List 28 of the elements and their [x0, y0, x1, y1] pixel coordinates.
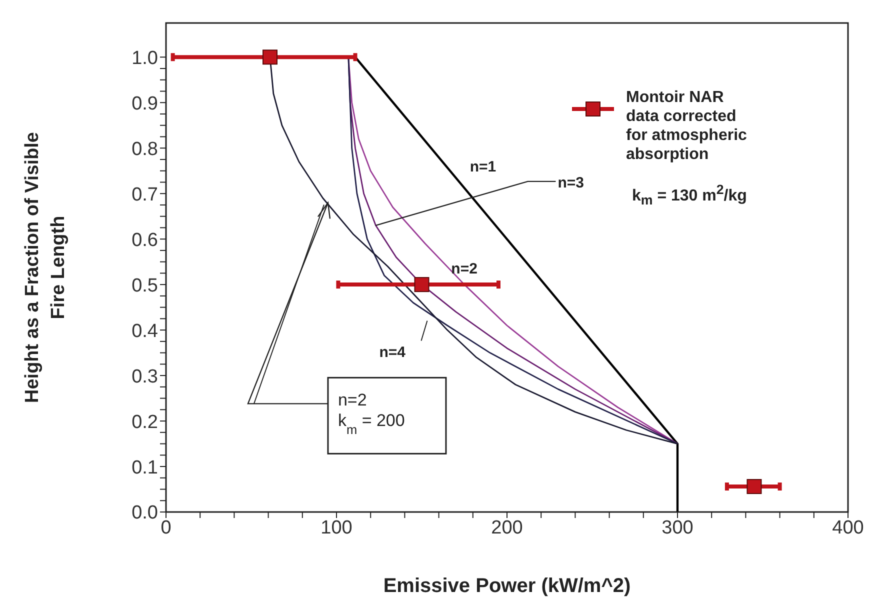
- annotation: k$_{m}$ = 130 m$^{2}$/kg: [632, 182, 748, 208]
- x-tick-label: 100: [320, 517, 352, 538]
- y-tick-label: 0.4: [132, 320, 158, 342]
- y-tick-label: 1.0: [132, 48, 158, 69]
- x-tick-label: 0: [160, 517, 172, 538]
- y-tick-label: 0.2: [132, 412, 158, 433]
- y-tick-label: 0.5: [132, 275, 158, 296]
- annotation: n=3: [558, 174, 584, 192]
- y-tick-label: 0.3: [132, 366, 158, 388]
- x-tick-label: 200: [491, 517, 523, 538]
- y-tick-label: 0.1: [132, 457, 158, 478]
- x-tick-label: 400: [832, 517, 864, 538]
- y-axis-title: Height as a Fraction of Visible Fire Length: [22, 132, 69, 403]
- x-axis-title: Emissive Power (kW/m^2): [383, 575, 631, 597]
- y-tick-label: 0.0: [132, 502, 158, 524]
- y-tick-label: 0.8: [132, 138, 158, 160]
- point: [262, 50, 278, 65]
- y-tick-label: 0.6: [132, 230, 158, 251]
- annotation: n=4: [379, 344, 406, 361]
- point: [414, 277, 430, 292]
- annotation: n=2: [451, 260, 478, 278]
- y-tick-label: 0.7: [132, 184, 158, 206]
- annotation: n=1: [470, 158, 496, 176]
- x-tick-label: 300: [662, 517, 694, 538]
- legend-label: Montoir NAR data corrected for atmospheric absorption: [626, 88, 747, 164]
- annotation: n=2 k$_{m}$ = 200: [338, 390, 405, 437]
- y-tick-label: 0.9: [132, 93, 158, 114]
- point: [746, 479, 762, 494]
